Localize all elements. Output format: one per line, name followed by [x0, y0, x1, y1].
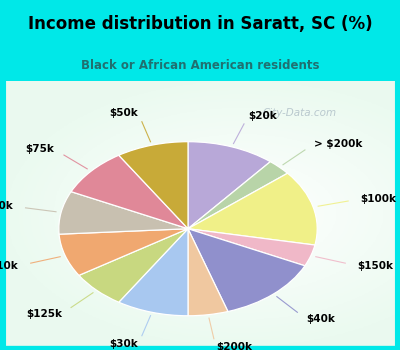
Wedge shape [188, 173, 317, 245]
Text: $20k: $20k [248, 111, 277, 121]
Text: $150k: $150k [358, 261, 394, 271]
Text: $125k: $125k [26, 309, 62, 318]
Text: Black or African American residents: Black or African American residents [81, 59, 319, 72]
Text: $60k: $60k [0, 201, 13, 211]
Text: $30k: $30k [110, 339, 138, 349]
Wedge shape [71, 155, 188, 229]
Wedge shape [79, 229, 188, 302]
Text: $10k: $10k [0, 261, 18, 271]
Text: $40k: $40k [306, 314, 335, 324]
Wedge shape [119, 229, 188, 316]
Wedge shape [59, 229, 188, 275]
Text: $50k: $50k [110, 108, 138, 118]
Wedge shape [59, 192, 188, 234]
Wedge shape [188, 229, 228, 316]
Wedge shape [188, 229, 305, 312]
Text: > $200k: > $200k [314, 139, 362, 149]
Text: $100k: $100k [361, 194, 397, 204]
Text: City-Data.com: City-Data.com [263, 108, 337, 118]
Wedge shape [188, 142, 270, 229]
Text: $200k: $200k [216, 342, 252, 350]
Text: $75k: $75k [25, 144, 54, 154]
Wedge shape [188, 162, 288, 229]
Text: Income distribution in Saratt, SC (%): Income distribution in Saratt, SC (%) [28, 14, 372, 33]
Wedge shape [188, 229, 315, 266]
Wedge shape [119, 142, 188, 229]
